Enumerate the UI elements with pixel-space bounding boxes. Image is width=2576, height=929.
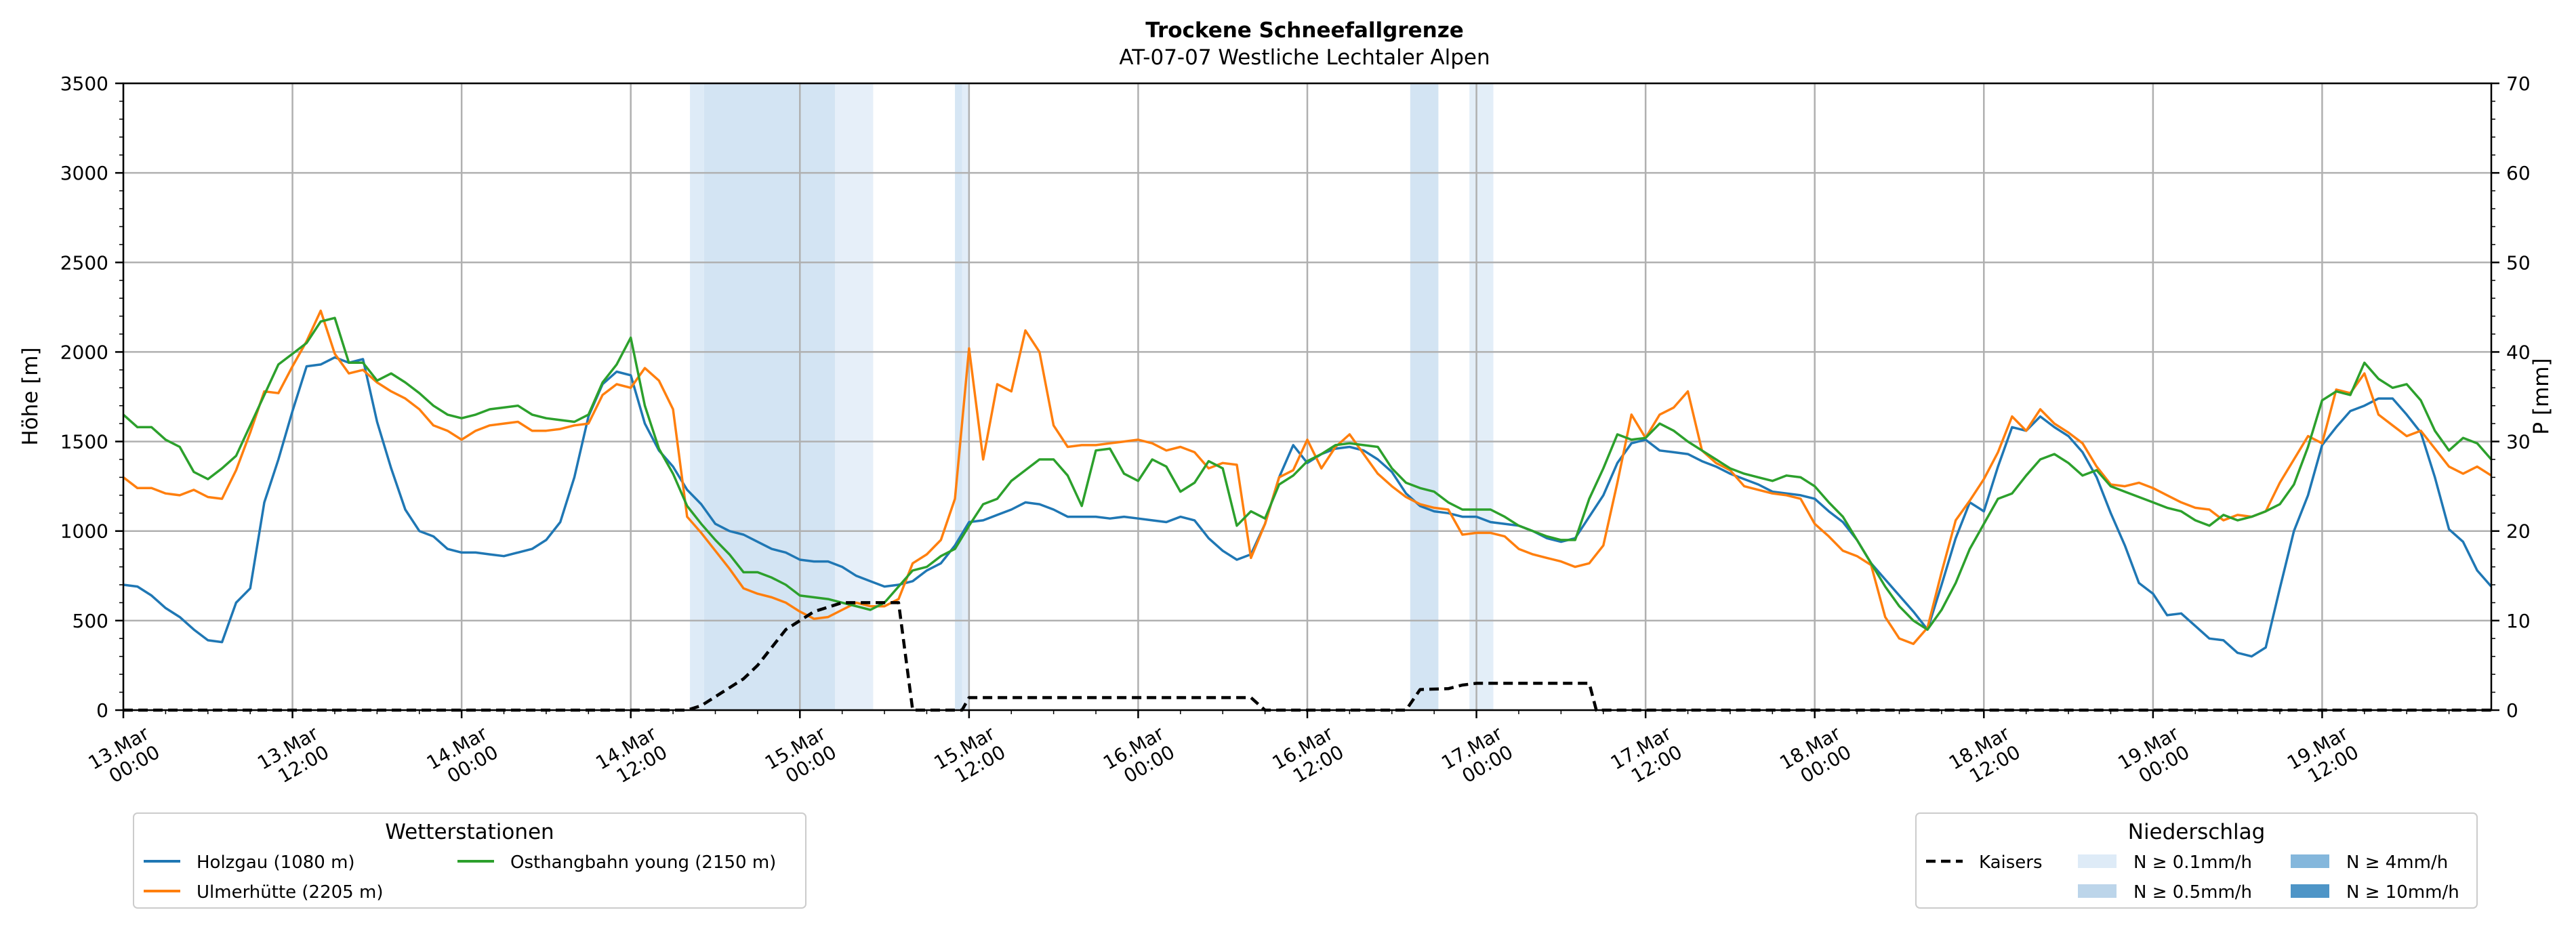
y-tick-label: 1500 — [60, 431, 108, 453]
legend-stations: Wetterstationen Holzgau (1080 m) Ulmerhü… — [133, 812, 806, 909]
y2-tick-label: 10 — [2506, 610, 2531, 632]
y2-tick-label: 0 — [2506, 699, 2518, 722]
chart-title: Trockene Schneefallgrenze — [1145, 18, 1464, 43]
y-axis-label: Höhe [m] — [18, 347, 43, 445]
precip-band-0 — [690, 83, 704, 710]
y2-tick-label: 30 — [2506, 431, 2531, 453]
y2-tick-label: 50 — [2506, 251, 2531, 274]
x-tick-label: 16.Mar00:00 — [1099, 722, 1179, 793]
y-tick-label: 2000 — [60, 341, 108, 363]
y2-tick-label: 70 — [2506, 73, 2531, 95]
series-line-3 — [123, 601, 2491, 712]
legend-swatch-precip-05 — [2078, 884, 2117, 898]
legend-swatch-precip-4 — [2291, 854, 2329, 868]
legend-precip-frame — [1915, 812, 2478, 909]
precip-band-1 — [703, 83, 836, 710]
precip-band-3 — [955, 83, 962, 710]
legend-label-osthangbahn: Osthangbahn young (2150 m) — [510, 852, 776, 873]
x-tick-label: 17.Mar12:00 — [1607, 722, 1686, 793]
legend-label-holzgau: Holzgau (1080 m) — [197, 852, 355, 873]
x-tick-label: 14.Mar12:00 — [592, 722, 671, 793]
chart-subtitle: AT-07-07 Westliche Lechtaler Alpen — [1119, 45, 1490, 70]
precip-band-2 — [835, 83, 874, 710]
x-tick-label: 18.Mar12:00 — [1945, 722, 2024, 793]
axes: 0 0 500 10 1000 20 1500 30 2000 40 2500 50 3000 60 350… — [60, 73, 2531, 793]
series-lines — [122, 309, 2493, 712]
legend-label-ulmerhuette: Ulmerhütte (2205 m) — [197, 882, 383, 903]
y2-tick-label: 60 — [2506, 162, 2531, 184]
legend-label-precip-4: N ≥ 4mm/h — [2346, 852, 2448, 873]
precip-band-5 — [1410, 83, 1439, 710]
y-tick-label: 2500 — [60, 251, 108, 274]
series-line-1 — [122, 309, 2492, 645]
x-tick-label: 19.Mar12:00 — [2283, 722, 2363, 793]
x-tick-label: 16.Mar12:00 — [1269, 722, 1348, 793]
legend-label-precip-05: N ≥ 0.5mm/h — [2133, 882, 2252, 903]
y2-axis-label: P [mm] — [2529, 358, 2554, 434]
x-tick-label: 15.Mar12:00 — [931, 722, 1010, 793]
x-tick-label: 19.Mar00:00 — [2114, 722, 2194, 793]
y2-tick-label: 20 — [2506, 520, 2531, 543]
precip-band-6 — [1469, 83, 1494, 710]
legend-precip: Niederschlag Kaisers N ≥ 0.1mm/h N ≥ 0.5… — [1915, 812, 2478, 909]
series-line-2 — [122, 316, 2493, 631]
legend-label-precip-01: N ≥ 0.1mm/h — [2133, 852, 2252, 873]
legend-precip-title: Niederschlag — [2128, 820, 2266, 844]
y-tick-label: 3000 — [60, 162, 108, 184]
y-tick-label: 1000 — [60, 520, 108, 543]
legend-swatch-precip-10 — [2291, 884, 2329, 898]
x-tick-label: 13.Mar12:00 — [253, 722, 333, 793]
x-tick-label: 14.Mar00:00 — [423, 722, 502, 793]
x-tick-label: 18.Mar00:00 — [1776, 722, 1855, 793]
x-tick-label: 17.Mar00:00 — [1437, 722, 1517, 793]
y2-tick-label: 40 — [2506, 341, 2531, 363]
y-tick-label: 0 — [96, 699, 108, 722]
series-line-0 — [123, 356, 2493, 658]
legend-swatch-precip-01 — [2078, 854, 2117, 868]
y-tick-label: 500 — [73, 610, 108, 632]
x-tick-label: 13.Mar00:00 — [85, 722, 164, 793]
precipitation-bands — [690, 83, 1494, 710]
legend-stations-title: Wetterstationen — [385, 820, 554, 844]
legend-label-kaisers: Kaisers — [1979, 852, 2043, 873]
x-tick-label: 15.Mar00:00 — [761, 722, 840, 793]
grid-lines — [122, 82, 2491, 711]
legend-label-precip-10: N ≥ 10mm/h — [2346, 882, 2459, 903]
y-tick-label: 3500 — [60, 73, 108, 95]
